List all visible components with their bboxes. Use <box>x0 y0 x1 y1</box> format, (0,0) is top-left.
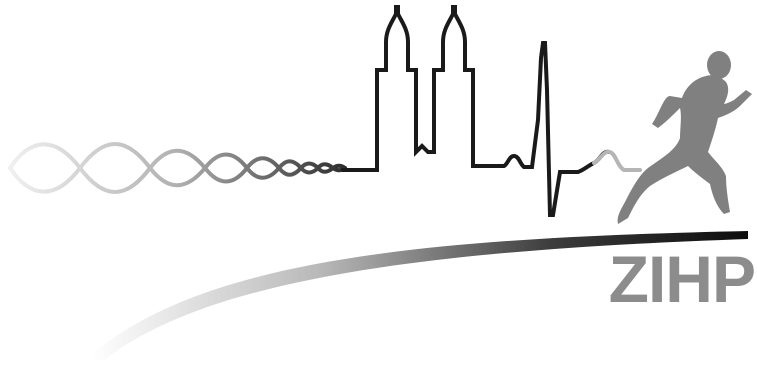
swoosh <box>88 231 748 360</box>
zihp-wordmark: ZIHP <box>608 242 756 316</box>
helix-strand-b <box>8 142 347 194</box>
heartbeat-tail <box>592 149 642 172</box>
runner-icon <box>617 51 752 224</box>
helix-strand-a <box>8 142 347 194</box>
skyline-heartbeat-line <box>341 5 611 217</box>
